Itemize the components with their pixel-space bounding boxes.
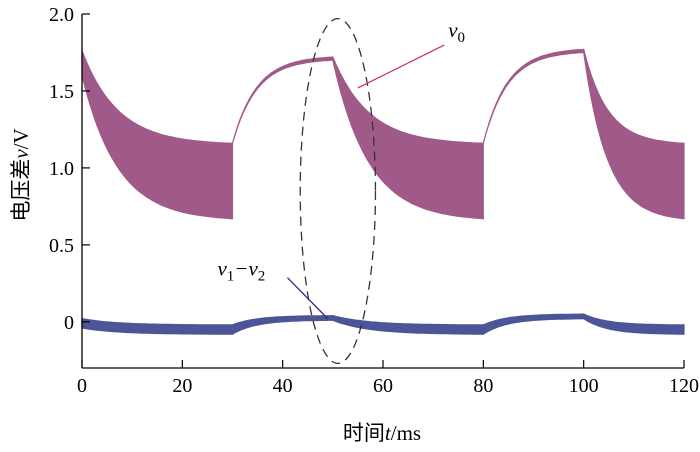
series-1-segment-4 [583, 313, 685, 335]
highlight-ellipse [299, 17, 377, 365]
annotation-label-0: v0 [448, 18, 465, 46]
y-tick-label-1: 0.5 [49, 235, 74, 257]
y-axis-title-var: v [9, 149, 33, 159]
series-1-segment-0 [81, 317, 234, 335]
y-axis-title-prefix: 电压差 [9, 159, 33, 222]
ticks: 0 20 40 60 80 100 120 0 0.5 1.0 1.5 2.0 [49, 4, 699, 397]
annotation-leader-0 [357, 44, 445, 89]
x-axis-title-unit: /ms [391, 421, 421, 445]
x-axis-title: 时间t/ms [343, 421, 421, 445]
series-1-segment-1 [231, 315, 334, 336]
y-axis-title: 电压差v/V [9, 128, 33, 221]
annotation-leader-1 [286, 277, 329, 320]
x-tick-label-0: 0 [77, 375, 87, 397]
y-tick-label-2: 1.0 [49, 158, 74, 180]
x-tick-label-3: 60 [373, 375, 393, 397]
series-0 [81, 48, 685, 220]
y-axis-title-unit: /V [9, 128, 33, 149]
y-tick-label-0: 0 [64, 312, 74, 334]
annotation-label-1: v1−v2 [217, 257, 265, 285]
y-tick-label-3: 1.5 [49, 81, 74, 103]
x-tick-label-2: 40 [273, 375, 293, 397]
x-tick-label-6: 120 [669, 375, 699, 397]
series-0-segment-0 [81, 50, 234, 220]
x-tick-label-1: 20 [172, 375, 192, 397]
series-1-segment-2 [332, 314, 484, 335]
x-axis-title-prefix: 时间 [343, 421, 385, 445]
series-1 [81, 313, 685, 336]
plot-bands [81, 48, 685, 336]
series-0-segment-4 [583, 49, 685, 220]
series-0-segment-2 [332, 56, 484, 220]
annotations: v0 v1−v2 [217, 17, 465, 365]
series-0-segment-3 [482, 48, 585, 144]
x-axis-title-var: t [385, 421, 392, 445]
y-tick-label-4: 2.0 [49, 4, 74, 26]
series-1-segment-3 [482, 313, 585, 336]
x-tick-label-4: 80 [473, 375, 493, 397]
x-tick-label-5: 100 [569, 375, 599, 397]
series-0-segment-1 [231, 56, 334, 144]
